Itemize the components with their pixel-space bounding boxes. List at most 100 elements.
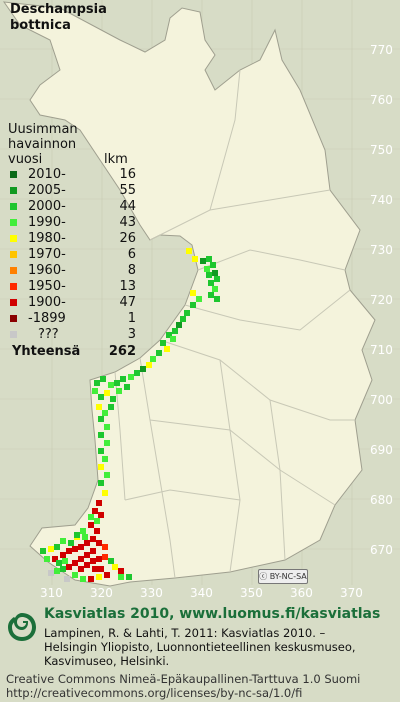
observation-square xyxy=(44,556,50,562)
observation-square xyxy=(134,370,140,376)
observation-square xyxy=(108,382,114,388)
legend-swatch xyxy=(10,219,17,226)
observation-square xyxy=(170,336,176,342)
legend-count: 44 xyxy=(119,199,136,214)
observation-square xyxy=(164,346,170,352)
observation-square xyxy=(180,316,186,322)
observation-square xyxy=(120,376,126,382)
observation-square xyxy=(52,556,58,562)
cc-license-badge[interactable]: ⓒ BY-NC-SA xyxy=(258,569,308,584)
x-grid-label: 340 xyxy=(190,586,213,600)
observation-square xyxy=(126,574,132,580)
legend-count: 13 xyxy=(119,279,136,294)
observation-square xyxy=(204,266,210,272)
observation-square xyxy=(94,380,100,386)
observation-square xyxy=(98,416,104,422)
y-grid-labels: 770 760 750 740 730 720 710 700 690 680 670 xyxy=(370,43,393,557)
footer-cc-url[interactable]: http://creativecommons.org/licenses/by-n… xyxy=(6,686,303,700)
x-grid-labels: 310 320 330 340 350 360 370 xyxy=(40,586,363,600)
y-grid-label: 680 xyxy=(370,493,393,507)
observation-square xyxy=(48,546,54,552)
observation-square xyxy=(66,548,72,554)
observation-square xyxy=(214,296,220,302)
legend-count: 55 xyxy=(119,183,136,198)
legend-label: ??? xyxy=(38,327,59,342)
observation-square xyxy=(206,256,212,262)
observation-square xyxy=(110,396,116,402)
legend-row: 2000- 44 xyxy=(8,199,136,215)
observation-square xyxy=(78,566,84,572)
legend-header-line3: vuosi xyxy=(8,152,43,167)
y-grid-label: 720 xyxy=(370,293,393,307)
legend-header-line2: havainnon xyxy=(8,137,77,152)
observation-square xyxy=(98,464,104,470)
legend-swatch xyxy=(10,235,17,242)
observation-squares xyxy=(40,248,220,582)
observation-square xyxy=(88,576,94,582)
observation-square xyxy=(90,558,96,564)
observation-square xyxy=(80,576,86,582)
legend-label: 2000- xyxy=(28,199,66,214)
species-name-line2: bottnica xyxy=(10,18,71,33)
observation-square xyxy=(104,390,110,396)
y-grid-label: 690 xyxy=(370,443,393,457)
observation-square xyxy=(60,552,66,558)
observation-square xyxy=(66,564,72,570)
legend-row: 2010- 16 xyxy=(8,167,136,183)
observation-square xyxy=(98,480,104,486)
observation-square xyxy=(112,564,118,570)
observation-square xyxy=(98,566,104,572)
observation-square xyxy=(72,546,78,552)
legend-count: 3 xyxy=(127,327,136,342)
observation-square xyxy=(68,540,74,546)
cc-badge-text: BY-NC-SA xyxy=(269,572,307,581)
legend-row: 2005- 55 xyxy=(8,183,136,199)
legend-label: 1980- xyxy=(28,231,66,246)
observation-square xyxy=(104,472,110,478)
observation-square xyxy=(210,262,216,268)
observation-square xyxy=(208,280,214,286)
observation-square xyxy=(72,572,78,578)
observation-square xyxy=(56,560,62,566)
legend-row: 1970- 6 xyxy=(8,247,136,263)
legend-count: 16 xyxy=(119,167,136,182)
observation-square xyxy=(98,512,104,518)
observation-square xyxy=(84,540,90,546)
observation-square xyxy=(104,572,110,578)
observation-square xyxy=(196,296,202,302)
observation-square xyxy=(114,380,120,386)
footer-citation-2: Helsingin Yliopisto, Luonnontieteellinen… xyxy=(44,640,356,654)
observation-square xyxy=(96,574,102,580)
legend-count: 43 xyxy=(119,215,136,230)
observation-square xyxy=(212,286,218,292)
observation-square xyxy=(84,562,90,568)
observation-square xyxy=(88,522,94,528)
x-grid-label: 310 xyxy=(40,586,63,600)
observation-square xyxy=(78,556,84,562)
y-grid-label: 750 xyxy=(370,143,393,157)
legend-label: 1970- xyxy=(28,247,66,262)
legend-label: 1950- xyxy=(28,279,66,294)
observation-square xyxy=(94,518,100,524)
legend-label: 1990- xyxy=(28,215,66,230)
observation-square xyxy=(92,388,98,394)
footer-title[interactable]: Kasviatlas 2010, www.luomus.fi/kasviatla… xyxy=(44,606,381,622)
observation-square xyxy=(190,302,196,308)
legend-label: 2010- xyxy=(28,167,66,182)
observation-square xyxy=(48,570,54,576)
legend-row: 1990- 43 xyxy=(8,215,136,231)
finland-land xyxy=(2,1,376,587)
observation-square xyxy=(90,536,96,542)
legend-count: 47 xyxy=(119,295,136,310)
footer-cc-text: Creative Commons Nimeä-Epäkaupallinen-Ta… xyxy=(6,672,361,686)
observation-square xyxy=(72,560,78,566)
legend-count: 26 xyxy=(119,231,136,246)
observation-square xyxy=(176,322,182,328)
observation-square xyxy=(78,544,84,550)
observation-square xyxy=(208,292,214,298)
legend-swatch xyxy=(10,251,17,258)
legend-row: 1960- 8 xyxy=(8,263,136,279)
legend-swatch xyxy=(10,187,17,194)
y-grid-label: 700 xyxy=(370,393,393,407)
observation-square xyxy=(92,566,98,572)
